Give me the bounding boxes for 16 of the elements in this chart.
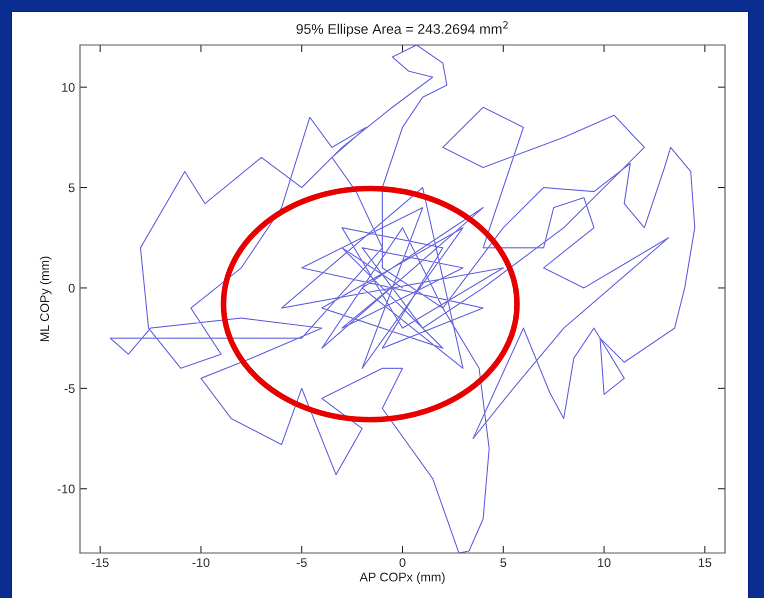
x-axis-title: AP COPx (mm) [360,572,445,584]
y-axis-title: ML COPy (mm) [40,256,52,342]
x-tick-label: 10 [598,558,611,568]
x-tick-label: 0 [400,558,406,568]
y-tick-label: 5 [68,183,75,192]
x-tick-label: -5 [296,558,307,568]
y-tick-label: -5 [64,384,75,394]
line-series [110,45,696,553]
chart-title: 95% Ellipse Area = 243.2694 mm$^{2}$ [296,21,508,37]
y-tick-label: -10 [58,484,75,494]
y-tick-label: 0 [68,284,75,293]
x-tick-label: 5 [500,558,506,568]
y-tick-label: 10 [62,82,75,92]
x-tick-label: -15 [92,558,109,568]
x-tick-label: -10 [192,558,210,568]
x-tick-label: 15 [698,558,712,568]
